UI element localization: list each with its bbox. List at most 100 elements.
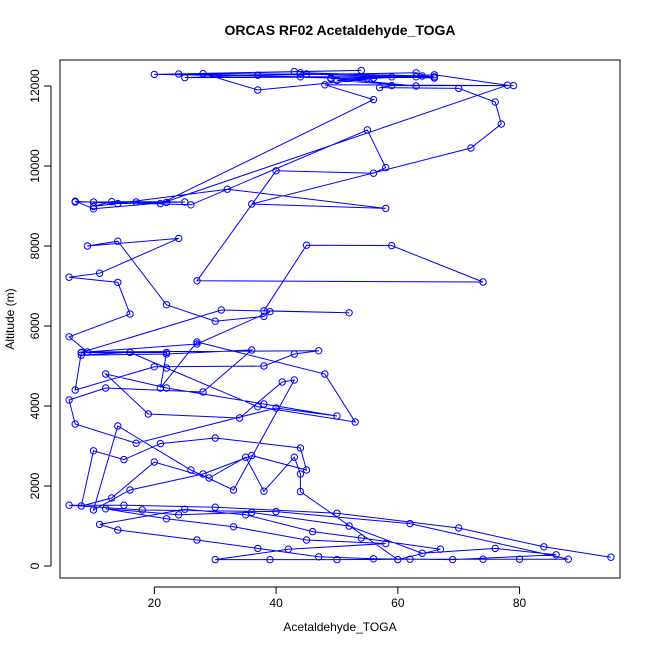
data-point [211, 317, 219, 325]
data-point [315, 553, 323, 561]
data-point [382, 204, 390, 213]
data-point [181, 73, 189, 82]
data-point [132, 198, 140, 206]
data-point [479, 278, 487, 286]
data-point [95, 269, 104, 277]
data-point [382, 163, 390, 172]
data-point [333, 509, 341, 517]
data-point [254, 86, 262, 94]
data-point [248, 346, 256, 354]
data-point [272, 507, 280, 516]
data-point [260, 362, 268, 370]
data-point [102, 370, 110, 378]
data-point [181, 198, 189, 206]
data-point [369, 169, 378, 177]
x-tick-label: 40 [269, 596, 283, 610]
data-point [156, 439, 165, 448]
data-point [260, 307, 268, 315]
data-point [308, 527, 317, 536]
data-point [83, 242, 92, 250]
data-point [211, 434, 219, 442]
data-point [503, 81, 512, 89]
data-point [211, 503, 219, 511]
data-point [126, 310, 134, 318]
y-axis-label: Altitude (m) [3, 288, 17, 349]
y-tick-label: 0 [28, 562, 42, 569]
data-point [406, 555, 414, 563]
data-point [162, 364, 171, 372]
data-point [77, 348, 86, 357]
data-point [345, 522, 353, 530]
data-point [467, 144, 475, 152]
plot-area [65, 66, 615, 564]
data-point [388, 73, 396, 81]
data-point [126, 348, 134, 357]
data-point [369, 95, 378, 104]
data-point [345, 309, 353, 317]
series-line [68, 69, 611, 561]
data-point [120, 455, 128, 464]
data-point [327, 75, 335, 83]
x-tick-label: 80 [513, 596, 527, 610]
data-point [132, 439, 140, 447]
y-tick-label: 2000 [28, 472, 42, 499]
data-point [321, 370, 329, 378]
data-point [102, 505, 110, 513]
data-point [211, 555, 219, 564]
y-tick-label: 12000 [28, 69, 42, 103]
data-point [77, 351, 86, 359]
y-tick-label: 10000 [28, 149, 42, 183]
x-tick-label: 20 [148, 596, 162, 610]
y-tick-label: 4000 [28, 392, 42, 419]
data-point [217, 306, 226, 314]
data-point [144, 410, 153, 418]
data-point [114, 237, 122, 245]
data-point [162, 348, 171, 357]
data-point [65, 501, 73, 509]
data-point [363, 126, 372, 134]
data-point [229, 523, 238, 531]
data-point [296, 444, 305, 452]
data-point [266, 555, 274, 564]
y-tick-label: 8000 [28, 232, 42, 259]
y-axis: 0 2000 4000 6000 8000 10000 12000 [28, 69, 52, 569]
data-point [388, 81, 396, 90]
data-point [278, 378, 286, 386]
data-point [126, 486, 134, 494]
data-point [71, 386, 79, 394]
data-point [193, 277, 201, 285]
data-point [333, 412, 341, 420]
data-point [448, 555, 457, 564]
data-point [162, 301, 171, 309]
data-point [290, 350, 298, 358]
data-point [302, 466, 311, 474]
data-point [205, 474, 213, 482]
data-point [235, 414, 244, 422]
data-point [89, 205, 98, 213]
data-point [254, 403, 262, 411]
data-point [260, 400, 268, 408]
data-point [272, 404, 280, 412]
data-point [175, 70, 183, 78]
data-point [321, 81, 329, 89]
data-point [199, 470, 207, 478]
data-point [491, 98, 499, 106]
data-point [114, 278, 122, 287]
data-point [71, 197, 79, 205]
data-point [193, 536, 201, 544]
data-point [138, 506, 146, 514]
data-point [102, 384, 110, 392]
data-point [65, 273, 73, 281]
data-point [296, 487, 305, 496]
data-point [89, 447, 98, 455]
data-point [65, 396, 73, 404]
x-axis-label: Acetaldehyde_TOGA [283, 620, 396, 634]
data-point [388, 241, 396, 250]
data-point [248, 200, 256, 208]
data-point [108, 494, 116, 502]
data-point [150, 363, 159, 371]
data-point [150, 70, 159, 79]
data-point [175, 234, 183, 243]
data-point [315, 347, 323, 355]
